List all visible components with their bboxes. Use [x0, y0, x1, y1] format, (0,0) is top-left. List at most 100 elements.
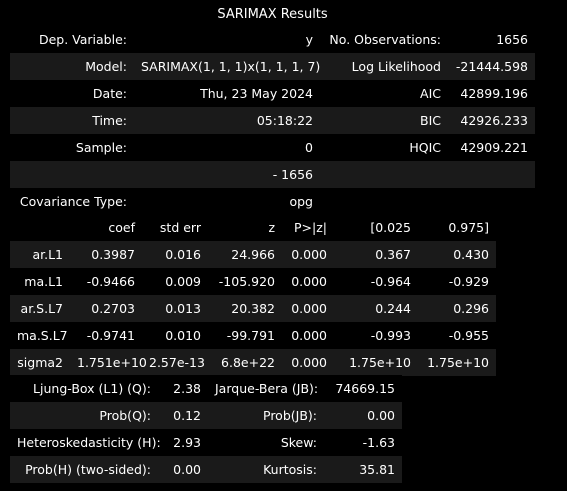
table-row: Covariance Type: opg	[10, 188, 535, 215]
z-value: 6.8e+22	[208, 349, 282, 376]
diagnostic-label: Ljung-Box (L1) (Q):	[10, 375, 158, 402]
summary-value: -21444.598	[448, 53, 535, 80]
parameter-name: sigma2	[10, 349, 70, 376]
ci-lower-value: -0.993	[334, 322, 418, 349]
column-header: std err	[142, 214, 208, 241]
coef-value: -0.9741	[70, 322, 142, 349]
summary-value: 42926.233	[448, 107, 535, 134]
ci-upper-value: -0.955	[418, 322, 496, 349]
summary-label	[320, 188, 448, 215]
std-err-value: 0.010	[142, 322, 208, 349]
ci-lower-value: 0.244	[334, 295, 418, 322]
summary-label: BIC	[320, 107, 448, 134]
table-row: ar.S.L7 0.2703 0.013 20.382 0.000 0.244 …	[10, 295, 496, 322]
summary-label: Date:	[10, 80, 134, 107]
p-value: 0.000	[282, 322, 334, 349]
diagnostic-label: Heteroskedasticity (H):	[10, 429, 161, 456]
std-err-value: 0.013	[142, 295, 208, 322]
summary-label: No. Observations:	[320, 26, 448, 53]
ci-upper-value: 0.296	[418, 295, 496, 322]
table-row: - 1656	[10, 161, 535, 188]
table-row: Heteroskedasticity (H): 2.93 Skew: -1.63	[10, 429, 402, 456]
diagnostics-table: Ljung-Box (L1) (Q): 2.38 Jarque-Bera (JB…	[10, 375, 402, 483]
coefficients-table: coef std err z P>|z| [0.025 0.975] ar.L1…	[10, 214, 496, 376]
column-header: 0.975]	[418, 214, 496, 241]
z-value: 24.966	[208, 241, 282, 268]
summary-label: Dep. Variable:	[10, 26, 134, 53]
column-header: [0.025	[334, 214, 418, 241]
summary-label: Sample:	[10, 134, 134, 161]
ci-lower-value: -0.964	[334, 268, 418, 295]
table-row: ar.L1 0.3987 0.016 24.966 0.000 0.367 0.…	[10, 241, 496, 268]
summary-label: Model:	[10, 53, 134, 80]
summary-value: 05:18:22	[134, 107, 320, 134]
table-row: ma.L1 -0.9466 0.009 -105.920 0.000 -0.96…	[10, 268, 496, 295]
summary-value: 0	[134, 134, 320, 161]
table-row: Time: 05:18:22 BIC 42926.233	[10, 107, 535, 134]
parameter-name: ma.S.L7	[10, 322, 70, 349]
diagnostic-value: 2.93	[158, 429, 208, 456]
table-row: Dep. Variable: y No. Observations: 1656	[10, 26, 535, 53]
summary-label	[10, 161, 134, 188]
summary-label: Time:	[10, 107, 134, 134]
z-value: -105.920	[208, 268, 282, 295]
column-header: coef	[70, 214, 142, 241]
table-row: Date: Thu, 23 May 2024 AIC 42899.196	[10, 80, 535, 107]
column-header: z	[208, 214, 282, 241]
z-value: 20.382	[208, 295, 282, 322]
diagnostic-value: 35.81	[324, 456, 402, 483]
table-row: Prob(Q): 0.12 Prob(JB): 0.00	[10, 402, 402, 429]
summary-value: y	[134, 26, 320, 53]
table-row: Ljung-Box (L1) (Q): 2.38 Jarque-Bera (JB…	[10, 375, 402, 402]
table-row: Model: SARIMAX(1, 1, 1)x(1, 1, 1, 7) Log…	[10, 53, 535, 80]
p-value: 0.000	[282, 349, 334, 376]
ci-upper-value: 1.75e+10	[418, 349, 496, 376]
parameter-name: ar.L1	[10, 241, 70, 268]
z-value: -99.791	[208, 322, 282, 349]
ci-upper-value: -0.929	[418, 268, 496, 295]
summary-value: 42909.221	[448, 134, 535, 161]
model-summary-table: Dep. Variable: y No. Observations: 1656 …	[10, 26, 535, 215]
parameter-name: ar.S.L7	[10, 295, 70, 322]
std-err-value: 0.016	[142, 241, 208, 268]
column-header	[10, 214, 70, 241]
std-err-value: 2.57e-13	[142, 349, 208, 376]
table-row: ma.S.L7 -0.9741 0.010 -99.791 0.000 -0.9…	[10, 322, 496, 349]
summary-value: 1656	[448, 26, 535, 53]
summary-value	[448, 188, 535, 215]
summary-value: - 1656	[134, 161, 320, 188]
parameter-name: ma.L1	[10, 268, 70, 295]
summary-label: HQIC	[320, 134, 448, 161]
ci-lower-value: 1.75e+10	[334, 349, 418, 376]
summary-label: Log Likelihood	[320, 53, 448, 80]
summary-value	[448, 161, 535, 188]
summary-label: AIC	[320, 80, 448, 107]
summary-value: SARIMAX(1, 1, 1)x(1, 1, 1, 7)	[134, 53, 320, 80]
coef-value: 0.2703	[70, 295, 142, 322]
diagnostic-value: 0.00	[324, 402, 402, 429]
diagnostic-label: Prob(H) (two-sided):	[10, 456, 158, 483]
diagnostic-value: 0.12	[158, 402, 208, 429]
diagnostic-value: -1.63	[324, 429, 402, 456]
column-header: P>|z|	[282, 214, 334, 241]
std-err-value: 0.009	[142, 268, 208, 295]
diagnostic-label: Prob(JB):	[208, 402, 324, 429]
table-header-row: coef std err z P>|z| [0.025 0.975]	[10, 214, 496, 241]
summary-label	[320, 161, 448, 188]
diagnostic-label: Skew:	[208, 429, 324, 456]
summary-value: opg	[134, 188, 320, 215]
diagnostic-label: Prob(Q):	[10, 402, 158, 429]
p-value: 0.000	[282, 241, 334, 268]
ci-upper-value: 0.430	[418, 241, 496, 268]
summary-value: Thu, 23 May 2024	[134, 80, 320, 107]
diagnostic-value: 2.38	[158, 375, 208, 402]
diagnostic-label: Kurtosis:	[208, 456, 324, 483]
diagnostic-value: 0.00	[158, 456, 208, 483]
ci-lower-value: 0.367	[334, 241, 418, 268]
table-row: Prob(H) (two-sided): 0.00 Kurtosis: 35.8…	[10, 456, 402, 483]
diagnostic-label: Jarque-Bera (JB):	[208, 375, 324, 402]
p-value: 0.000	[282, 268, 334, 295]
coef-value: -0.9466	[70, 268, 142, 295]
coef-value: 1.751e+10	[70, 349, 147, 376]
table-caption: SARIMAX Results	[217, 7, 328, 22]
